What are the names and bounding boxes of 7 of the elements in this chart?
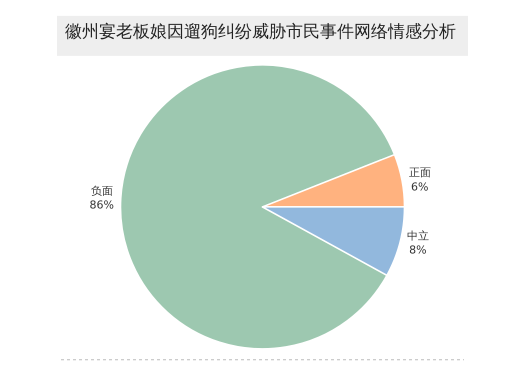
slice-label: 中立 — [406, 229, 429, 242]
slice-label: 正面 — [408, 166, 431, 180]
data-label: 86% — [90, 198, 114, 212]
data-label: 8% — [409, 244, 427, 257]
slice-label: 负面 — [90, 184, 113, 198]
chart-title: 徽州宴老板娘因遛狗纠纷威胁市民事件网络情感分析 — [65, 22, 456, 42]
data-label: 6% — [411, 180, 428, 194]
